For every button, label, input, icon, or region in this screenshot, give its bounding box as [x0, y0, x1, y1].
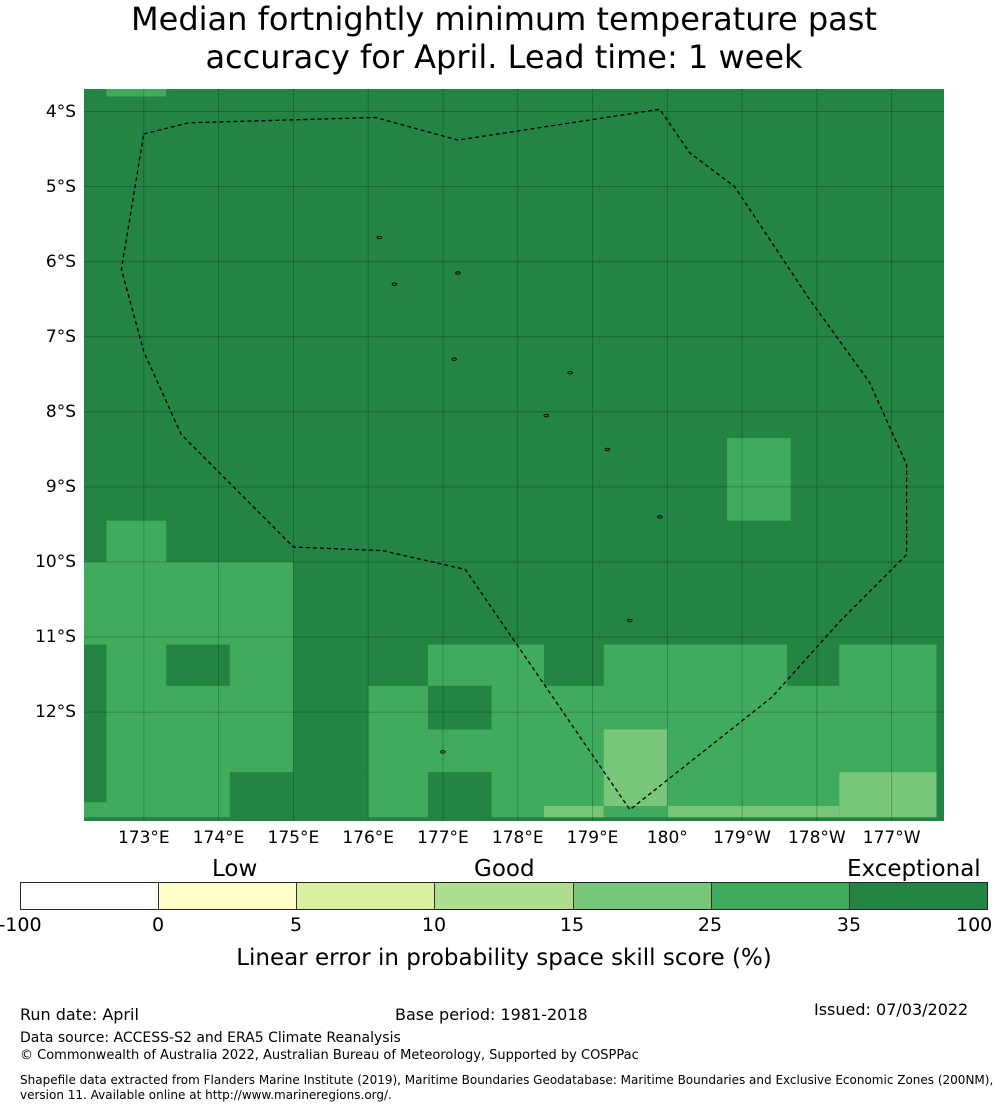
lon-label: 175°E — [267, 828, 320, 848]
skill-patch — [839, 772, 937, 818]
island-outline — [604, 447, 611, 452]
colorbar-label: Linear error in probability space skill … — [236, 945, 772, 971]
lon-label: 174°E — [192, 828, 245, 848]
category-exceptional: Exceptional — [847, 856, 981, 882]
base-period: Base period: 1981-2018 — [395, 1005, 588, 1024]
island-outline — [376, 236, 383, 240]
colorbar-segment — [711, 883, 850, 909]
shapefile-credit-line-1: Shapefile data extracted from Flanders M… — [20, 1073, 994, 1087]
skill-patch — [727, 438, 791, 521]
eez-boundary — [120, 108, 908, 811]
island-outline — [391, 282, 397, 286]
skill-patch — [428, 644, 544, 686]
colorbar-tick: -100 — [0, 914, 42, 936]
skill-patch — [84, 644, 107, 803]
lat-label: 11°S — [35, 627, 76, 648]
colorbar-segment — [435, 883, 574, 909]
skill-patch — [368, 685, 428, 818]
skill-patch — [491, 772, 544, 818]
map-title-line-2: accuracy for April. Lead time: 1 week — [205, 38, 803, 76]
lon-label: 178°W — [787, 828, 846, 848]
lon-label: 173°E — [117, 828, 170, 848]
island-outline — [440, 750, 446, 754]
run-date: Run date: April — [20, 1005, 139, 1024]
colorbar-tick: 35 — [836, 914, 862, 936]
colorbar-segment — [21, 883, 160, 909]
category-low: Low — [212, 856, 258, 882]
skill-patch — [293, 772, 369, 818]
skill-patch — [428, 772, 492, 818]
island-outline — [657, 515, 663, 519]
skill-patch — [667, 805, 840, 818]
map-title-line-1: Median fortnightly minimum temperature p… — [131, 0, 877, 38]
data-source: Data source: ACCESS-S2 and ERA5 Climate … — [20, 1030, 401, 1046]
lon-label: 179°E — [566, 828, 619, 848]
colorbar-tick: 5 — [289, 914, 303, 936]
colorbar-segment — [159, 883, 298, 909]
skill-score-map — [84, 89, 944, 821]
island-outline — [567, 371, 573, 375]
graticule — [84, 89, 944, 821]
issued-date: Issued: 07/03/2022 — [814, 1000, 969, 1019]
colorbar — [20, 882, 988, 910]
skill-patch — [106, 89, 167, 97]
lat-label: 5°S — [45, 176, 76, 197]
lon-label: 177°E — [417, 828, 469, 848]
colorbar-tick: 0 — [151, 914, 165, 936]
colorbar-tick: 10 — [421, 914, 447, 936]
island-outline — [451, 357, 457, 361]
lon-label: 177°W — [862, 828, 921, 848]
category-good: Good — [474, 856, 535, 882]
skill-patch — [491, 685, 544, 773]
island-outline — [627, 618, 633, 623]
skill-patch — [428, 729, 492, 773]
colorbar-tick: 100 — [956, 914, 993, 936]
colorbar-tick: 15 — [559, 914, 585, 936]
lon-label: 178°E — [491, 828, 544, 848]
colorbar-tick: 25 — [697, 914, 723, 936]
island-outlines — [376, 236, 663, 754]
lat-label: 9°S — [45, 476, 76, 497]
lat-label: 7°S — [45, 326, 76, 347]
lat-label: 4°S — [45, 101, 76, 122]
skill-patch — [166, 644, 230, 686]
lon-label: 180° — [646, 828, 688, 848]
skill-patch — [603, 729, 668, 806]
lat-label: 12°S — [35, 702, 76, 723]
colorbar-segment — [573, 883, 712, 909]
lon-label: 176°E — [342, 828, 395, 848]
skill-patch — [229, 772, 294, 818]
skill-patch — [543, 685, 604, 773]
island-outline — [543, 413, 549, 418]
lat-label: 6°S — [45, 251, 76, 272]
colorbar-segment — [297, 883, 436, 909]
copyright: © Commonwealth of Australia 2022, Austra… — [20, 1048, 639, 1063]
lat-label: 10°S — [35, 551, 76, 572]
skill-patch — [428, 685, 492, 730]
skill-patch — [106, 520, 167, 562]
lat-label: 8°S — [45, 401, 76, 422]
skill-patch — [543, 805, 604, 818]
colorbar-segment — [849, 883, 987, 909]
skill-patches — [84, 89, 937, 818]
lon-label: 179°W — [713, 828, 771, 848]
shapefile-credit-line-2: version 11. Available online at http://w… — [20, 1088, 392, 1102]
island-outline — [455, 271, 461, 275]
